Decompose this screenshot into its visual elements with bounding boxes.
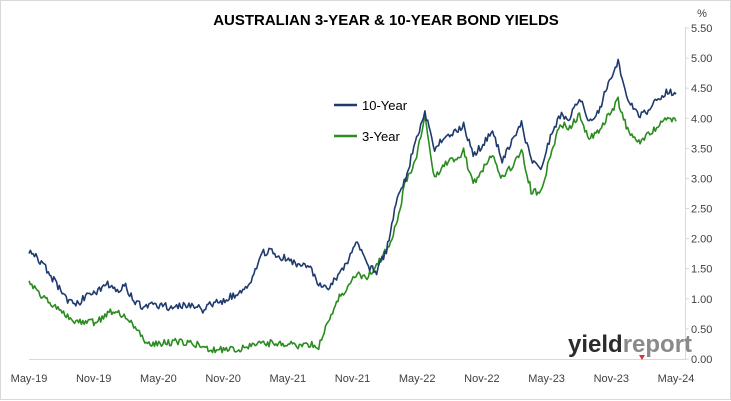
- y-tick-label: 5.00: [691, 53, 712, 65]
- x-tick-label: Nov-19: [76, 373, 111, 385]
- legend: 10-Year 3-Year: [334, 98, 408, 144]
- y-axis-ticks: 0.00 0.50 1.00 1.50 2.00 2.50 3.00 3.50 4.00 4.50…: [685, 23, 712, 366]
- yieldreport-logo: yieldreport: [568, 331, 692, 360]
- series-line-3-year: [28, 96, 677, 354]
- x-tick-label: Nov-22: [464, 373, 499, 385]
- series-line-10-year: [28, 58, 677, 314]
- y-tick-label: 0.00: [691, 354, 712, 366]
- y-tick-label: 0.50: [691, 324, 712, 336]
- logo-text-yield: yield: [568, 331, 623, 358]
- y-axis-unit: %: [697, 8, 707, 20]
- y-tick-label: 1.50: [691, 264, 712, 276]
- x-tick-label: May-22: [399, 373, 436, 385]
- y-tick-label: 2.00: [691, 234, 712, 246]
- svg-text:yieldreport: yieldreport: [568, 331, 692, 358]
- y-tick-label: 5.50: [691, 23, 712, 35]
- x-tick-label: May-20: [140, 373, 177, 385]
- y-tick-label: 4.00: [691, 113, 712, 125]
- x-tick-label: Nov-21: [335, 373, 370, 385]
- x-tick-label: May-23: [528, 373, 565, 385]
- x-tick-label: Nov-20: [205, 373, 240, 385]
- logo-accent-mark: [639, 355, 645, 360]
- x-tick-label: May-24: [658, 373, 695, 385]
- x-axis-ticks: May-19 Nov-19 May-20 Nov-20 May-21 Nov-21 May-…: [11, 373, 695, 385]
- x-tick-label: May-19: [11, 373, 48, 385]
- x-tick-label: Nov-23: [594, 373, 629, 385]
- chart-title: AUSTRALIAN 3-YEAR & 10-YEAR BOND YIELDS: [213, 12, 559, 29]
- legend-label-3-year: 3-Year: [362, 129, 400, 144]
- y-tick-label: 3.50: [691, 143, 712, 155]
- y-tick-label: 1.00: [691, 294, 712, 306]
- logo-text-report: report: [623, 331, 692, 358]
- x-tick-label: May-21: [269, 373, 306, 385]
- y-tick-label: 3.00: [691, 173, 712, 185]
- legend-label-10-year: 10-Year: [362, 98, 408, 113]
- y-tick-label: 2.50: [691, 204, 712, 216]
- y-tick-label: 4.50: [691, 83, 712, 95]
